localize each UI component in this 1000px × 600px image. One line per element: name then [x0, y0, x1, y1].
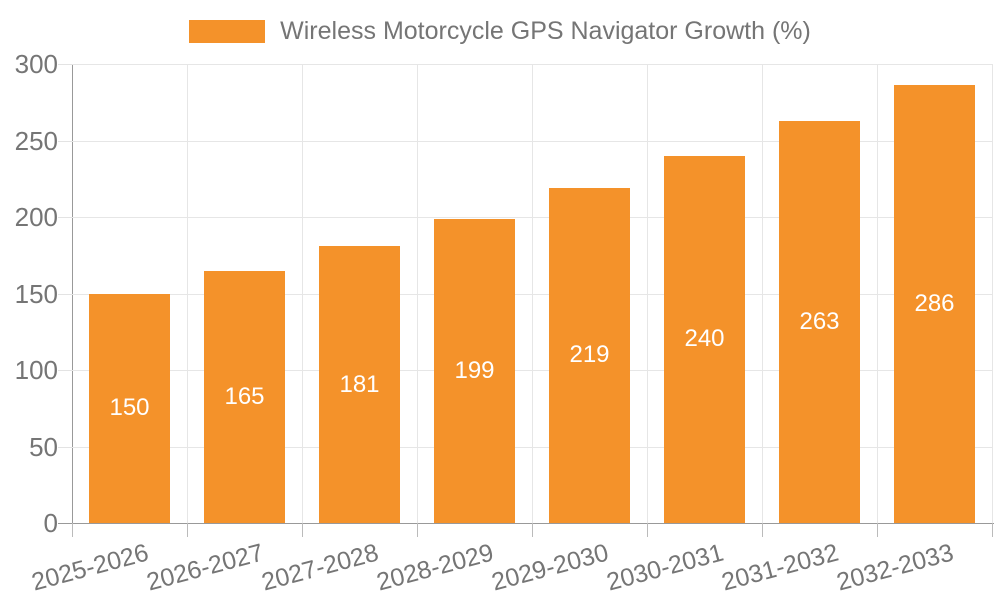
y-axis-line — [72, 64, 73, 537]
bar: 181 — [319, 246, 400, 523]
y-tick-label: 50 — [29, 431, 58, 462]
bar: 199 — [434, 218, 515, 523]
bar: 286 — [894, 85, 975, 523]
x-axis-line — [58, 523, 994, 524]
legend-label: Wireless Motorcycle GPS Navigator Growth… — [280, 17, 811, 45]
x-axis-tick — [762, 523, 763, 537]
bar: 219 — [549, 187, 630, 523]
x-axis-tick — [417, 523, 418, 537]
y-axis-tick — [58, 64, 72, 65]
bar-value-label: 219 — [569, 341, 610, 369]
y-axis-tick — [58, 370, 72, 371]
y-axis-tick — [58, 217, 72, 218]
x-axis-tick — [72, 523, 73, 537]
y-tick-label: 0 — [43, 508, 58, 538]
legend-swatch — [189, 20, 266, 43]
bar-value-label: 263 — [799, 307, 840, 335]
gridline-vertical — [762, 64, 763, 523]
bar: 240 — [664, 155, 745, 523]
x-axis-tick — [187, 523, 188, 537]
gridline-vertical — [532, 64, 533, 523]
gridline-vertical — [647, 64, 648, 523]
plot-area: 150 165 181 199 219 240 263 286 — [58, 64, 993, 537]
bar-value-label: 286 — [914, 290, 955, 318]
y-axis-tick — [58, 140, 72, 142]
bar-value-label: 165 — [224, 382, 265, 410]
bar-value-label: 199 — [454, 356, 495, 384]
y-tick-label: 200 — [14, 202, 58, 232]
gridline-vertical — [992, 64, 993, 523]
gridline-vertical — [417, 64, 418, 523]
y-axis-tick — [58, 293, 72, 295]
y-tick-label: 300 — [14, 49, 58, 79]
y-tick-label: 150 — [14, 278, 58, 309]
x-axis-tick — [302, 523, 303, 537]
x-axis-tick — [647, 523, 648, 537]
bar: 263 — [779, 120, 860, 523]
bar: 150 — [89, 293, 170, 523]
gridline-vertical — [187, 64, 188, 523]
bar-value-label: 240 — [684, 325, 725, 353]
x-axis-tick — [877, 523, 878, 537]
gridline-vertical — [877, 64, 878, 523]
bar: 165 — [204, 270, 285, 523]
legend[interactable]: Wireless Motorcycle GPS Navigator Growth… — [0, 19, 1000, 44]
x-axis-tick — [992, 523, 993, 537]
y-axis-tick — [58, 446, 72, 448]
gridline-vertical — [302, 64, 303, 523]
y-tick-label: 100 — [14, 355, 58, 385]
x-axis-tick — [532, 523, 533, 537]
bar-value-label: 150 — [109, 394, 150, 422]
y-tick-label: 250 — [14, 125, 58, 156]
bar-value-label: 181 — [339, 370, 380, 398]
